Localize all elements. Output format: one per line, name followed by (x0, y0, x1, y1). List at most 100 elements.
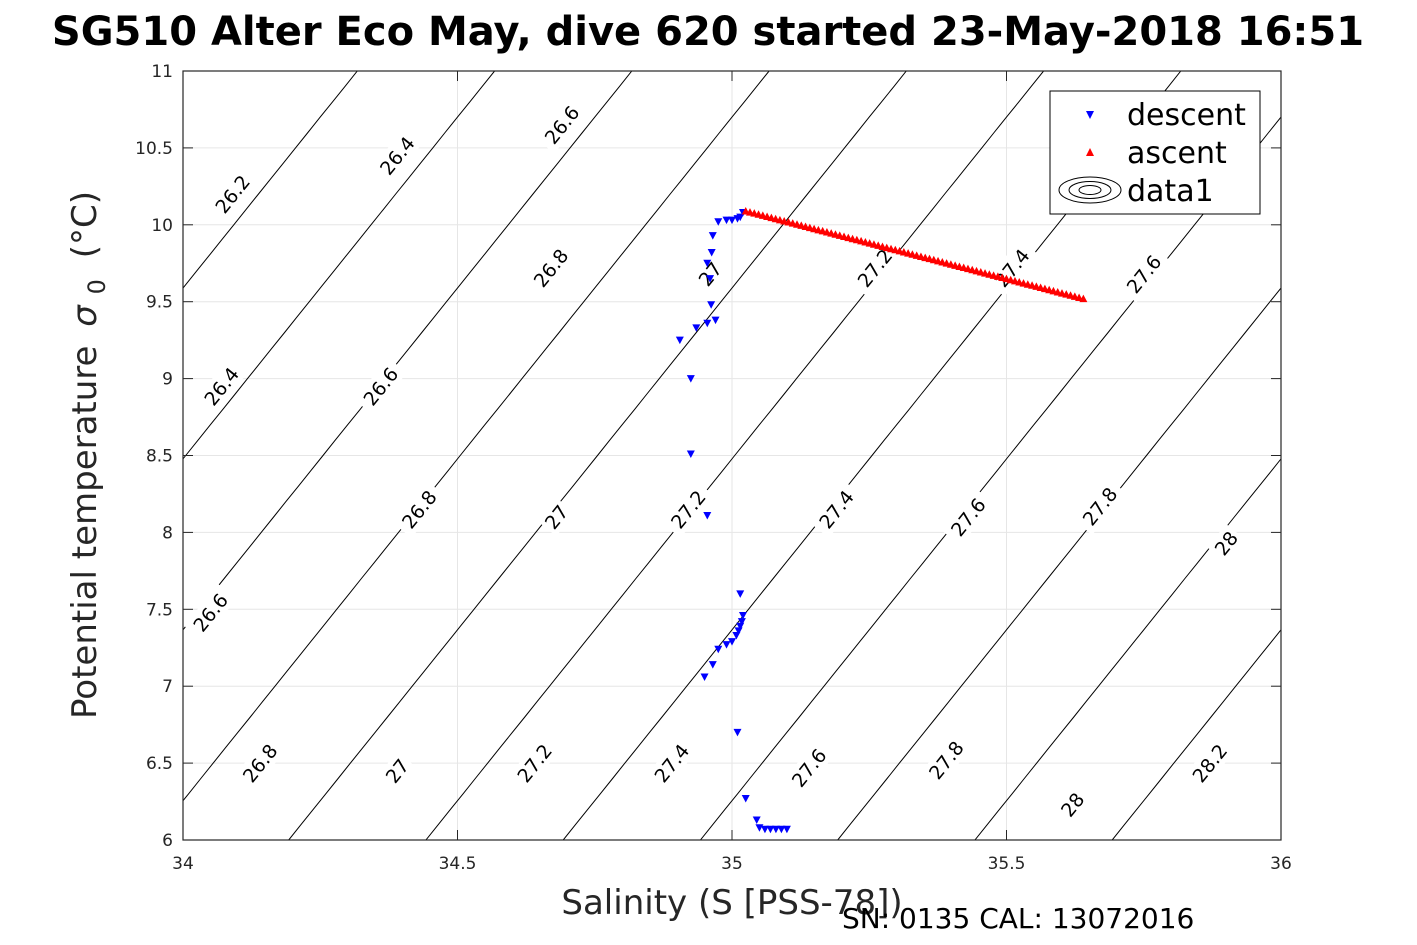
y-tick-label: 9.5 (146, 293, 173, 313)
descent-point (686, 375, 695, 383)
descent-point (736, 622, 745, 631)
x-tick-label: 35.5 (988, 854, 1026, 874)
descent-point (734, 627, 743, 635)
x-tick-label: 34.5 (439, 854, 477, 874)
y-axis-label-unit: (°C) (65, 191, 105, 258)
x-axis-ticks: 34 34.5 35 35.5 36 (172, 71, 1292, 874)
contour-label: 27.2 (661, 480, 715, 538)
descent-point (686, 450, 695, 458)
y-tick-label: 11 (151, 62, 173, 82)
contour-label-background (1117, 245, 1171, 303)
descent-series (675, 208, 791, 834)
descent-point (692, 324, 701, 332)
y-tick-label: 10.5 (135, 139, 173, 159)
descent-point (714, 645, 723, 654)
contour-label: 26.8 (524, 239, 578, 297)
legend-ascent-marker (1086, 148, 1094, 156)
y-tick-label: 10 (151, 216, 173, 236)
contour-label-background (985, 239, 1039, 297)
y-axis-label: Potential temperature σ 0 (°C) (65, 191, 114, 719)
contour-label-background (848, 239, 901, 297)
density-contour-line (425, 71, 1045, 840)
contour-label-text: 27 (541, 501, 573, 534)
contour-label-background (354, 357, 407, 415)
contour-label-background (810, 480, 863, 538)
contour-label: 28 (1053, 785, 1092, 824)
y-axis-label-subscript: 0 (83, 279, 111, 294)
descent-point (675, 336, 684, 345)
contour-label-background (645, 734, 698, 792)
legend-descent-marker (1086, 111, 1094, 119)
descent-point (771, 825, 780, 834)
descent-point (777, 825, 786, 834)
contour-label-background (233, 734, 287, 792)
descent-point (732, 631, 741, 640)
density-contour-line (183, 71, 358, 289)
contour-label-background (535, 96, 589, 154)
legend-data1-label: data1 (1127, 174, 1214, 209)
descent-point (703, 511, 712, 520)
contour-label: 26.2 (206, 165, 259, 223)
descent-point (700, 673, 709, 681)
x-axis-label: Salinity (S [PSS-78]) (561, 883, 902, 923)
contour-label: 27 (537, 497, 576, 537)
contour-label-background (941, 488, 995, 546)
density-contour-line (288, 71, 907, 840)
contour-label-background (1207, 523, 1245, 563)
chart-title: SG510 Alter Eco May, dive 620 started 23… (52, 9, 1364, 55)
descent-point (733, 728, 742, 737)
contour-label-background (919, 731, 973, 789)
descent-point (703, 319, 712, 328)
contour-label-background (184, 583, 237, 641)
descent-point (736, 590, 745, 598)
descent-point (722, 641, 731, 649)
descent-point (728, 216, 736, 225)
contour-label-background (524, 239, 578, 297)
legend-ascent-label: ascent (1127, 136, 1227, 171)
descent-point (766, 825, 775, 834)
legend: descent ascent data1 (1049, 90, 1261, 215)
contour-label-background (1053, 785, 1092, 824)
contour-label-background (1183, 734, 1236, 792)
density-contour-line (974, 458, 1281, 840)
x-tick-label: 35 (721, 854, 743, 874)
contour-label: 27.8 (919, 731, 973, 789)
y-tick-label: 8.5 (146, 447, 173, 467)
descent-point (708, 232, 717, 240)
contour-label: 27.8 (1073, 477, 1127, 535)
descent-point (722, 216, 731, 225)
descent-point (714, 218, 723, 226)
y-tick-label: 8 (162, 523, 173, 543)
density-contour-line (837, 287, 1281, 840)
descent-point (738, 611, 747, 620)
sensor-calibration-footer: SN: 0135 CAL: 13072016 (842, 902, 1194, 935)
contour-label-background (378, 751, 416, 791)
descent-point (782, 825, 791, 834)
y-tick-label: 7.5 (146, 600, 173, 620)
x-tick-label: 36 (1270, 854, 1292, 874)
descent-point (708, 661, 717, 669)
y-tick-label: 9 (162, 370, 173, 390)
contour-label-background (392, 480, 446, 538)
contour-label-background (782, 739, 836, 797)
y-tick-label: 7 (162, 677, 173, 697)
contour-label: 26.4 (370, 127, 424, 185)
contour-label-background (1073, 477, 1127, 535)
y-axis-ticks: 6 6.5 7 7.5 8 8.5 9 9.5 10 10.5 11 (135, 62, 1281, 851)
descent-point (752, 816, 761, 825)
contour-label: 26.6 (184, 583, 237, 641)
contour-label-background (691, 254, 729, 294)
descent-point (728, 638, 736, 646)
density-contour-line (183, 71, 770, 802)
contour-label: 27.4 (810, 480, 863, 538)
contour-label-background (370, 127, 424, 185)
descent-point (706, 275, 715, 283)
contour-label: 27.6 (782, 739, 836, 797)
contour-label: 27.2 (848, 239, 901, 297)
contour-label: 27 (378, 751, 416, 791)
contour-label: 28 (1207, 523, 1245, 563)
contour-label-background (508, 734, 561, 792)
descent-point (760, 825, 769, 834)
legend-contour-icon (1058, 176, 1122, 204)
